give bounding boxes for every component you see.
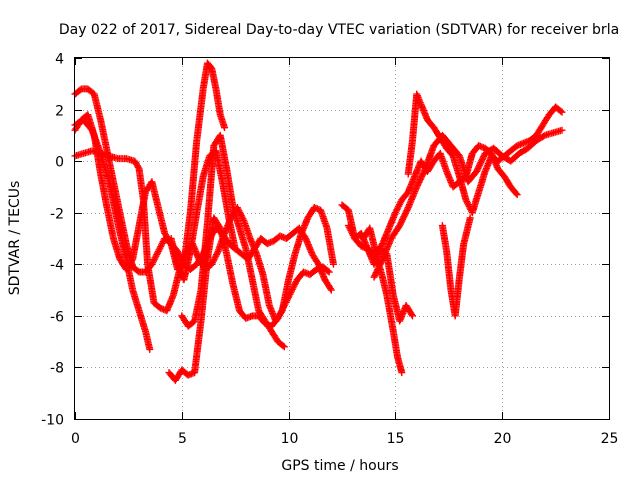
grid	[75, 58, 609, 419]
series-fill-markers	[360, 142, 520, 256]
series-fill-markers	[345, 223, 405, 375]
series-fill-markers	[404, 92, 565, 215]
series-fill-markers	[439, 216, 474, 318]
y-tick-label: 2	[55, 104, 64, 120]
series-fill-markers	[168, 148, 239, 282]
x-tick-label: 0	[71, 431, 80, 447]
y-tick-label: 0	[55, 155, 64, 171]
series-track-f	[178, 131, 288, 351]
axis-ticks: 0 5 10 15 20 25 -10 -8 -6 -4 -2 0 2 4	[41, 52, 618, 448]
series-track-g	[167, 147, 239, 284]
series-track-k	[404, 90, 566, 217]
y-tick-label: 4	[55, 52, 64, 68]
series-fill-markers	[179, 133, 287, 350]
x-tick-label: 10	[281, 431, 299, 447]
series-fill-markers	[72, 117, 153, 352]
series-fill-markers	[371, 127, 564, 280]
y-tick-label: -6	[50, 310, 64, 326]
plot-frame	[74, 57, 610, 420]
series-track-l	[370, 126, 566, 281]
y-axis-label: SDTVAR / TECUs	[7, 181, 23, 296]
x-axis-label: GPS time / hours	[281, 458, 398, 474]
x-tick-label: 25	[601, 431, 619, 447]
series-track-m	[438, 214, 474, 320]
series-track-d	[71, 116, 154, 353]
chart-title: Day 022 of 2017, Sidereal Day-to-day VTE…	[59, 22, 619, 38]
series-track-i	[344, 222, 406, 377]
data-points	[71, 59, 566, 384]
x-tick-label: 5	[178, 431, 187, 447]
y-tick-label: -8	[50, 361, 64, 377]
y-tick-label: -2	[50, 207, 64, 223]
y-tick-label: -4	[50, 258, 64, 274]
x-tick-label: 15	[387, 431, 405, 447]
y-tick-label: -10	[41, 413, 64, 429]
x-tick-label: 20	[494, 431, 512, 447]
